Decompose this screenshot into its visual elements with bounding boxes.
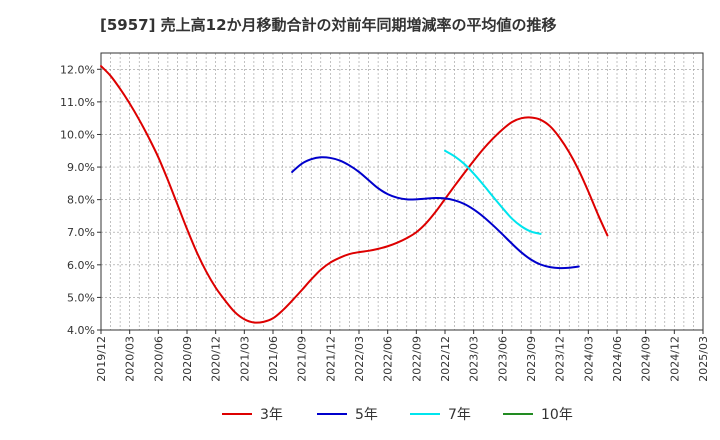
- plot-area: [101, 53, 703, 330]
- x-tick-label: 2024/09: [640, 336, 653, 382]
- x-tick-label: 2024/03: [582, 336, 595, 382]
- y-tick-label: 8.0%: [67, 194, 95, 207]
- x-tick-label: 2022/06: [382, 336, 395, 382]
- series-line: [291, 156, 580, 270]
- x-tick-label: 2020/06: [152, 336, 165, 382]
- chart-title: [5957] 売上高12か月移動合計の対前年同期増減率の平均値の推移: [100, 16, 557, 34]
- plot-frame: [100, 52, 704, 331]
- x-tick-label: 2023/12: [554, 336, 567, 382]
- x-tick-label: 2023/09: [525, 336, 538, 382]
- legend: 3年 5年 7年 10年: [222, 407, 573, 423]
- x-tick-label: 2025/03: [697, 336, 710, 382]
- y-tick-label: 6.0%: [67, 259, 95, 272]
- x-tick-label: 2021/03: [238, 336, 251, 382]
- x-tick-label: 2022/12: [439, 336, 452, 382]
- x-tick-label: 2022/09: [410, 336, 423, 382]
- y-tick-label: 12.0%: [60, 63, 95, 76]
- y-tick-label: 9.0%: [67, 161, 95, 174]
- legend-label: 10年: [541, 407, 573, 423]
- series-lines: [100, 65, 609, 324]
- x-tick-label: 2021/06: [267, 336, 280, 382]
- gridlines: [100, 52, 704, 331]
- x-tick-label: 2020/09: [181, 336, 194, 382]
- x-tick-label: 2021/09: [296, 336, 309, 382]
- series-line: [444, 149, 542, 235]
- x-tick-label: 2023/03: [468, 336, 481, 382]
- x-tick-label: 2024/06: [611, 336, 624, 382]
- y-tick-label: 5.0%: [67, 291, 95, 304]
- x-tick-label: 2021/12: [324, 336, 337, 382]
- legend-label: 3年: [260, 407, 283, 423]
- x-tick-label: 2024/12: [668, 336, 681, 382]
- legend-label: 5年: [355, 407, 378, 423]
- y-tick-label: 11.0%: [60, 96, 95, 109]
- y-tick-label: 7.0%: [67, 226, 95, 239]
- plot-background: [101, 53, 703, 330]
- y-tick-label: 10.0%: [60, 128, 95, 141]
- legend-label: 7年: [448, 407, 471, 423]
- x-tick-label: 2020/03: [124, 336, 137, 382]
- axes: 4.0% 5.0% 6.0% 7.0% 8.0% 9.0% 10.0% 11.0% 12.0% 2…: [60, 63, 710, 381]
- x-tick-label: 2020/12: [210, 336, 223, 382]
- x-tick-label: 2019/12: [95, 336, 108, 382]
- series-line: [100, 65, 609, 324]
- y-tick-label: 4.0%: [67, 324, 95, 337]
- x-tick-label: 2023/06: [496, 336, 509, 382]
- x-tick-label: 2022/03: [353, 336, 366, 382]
